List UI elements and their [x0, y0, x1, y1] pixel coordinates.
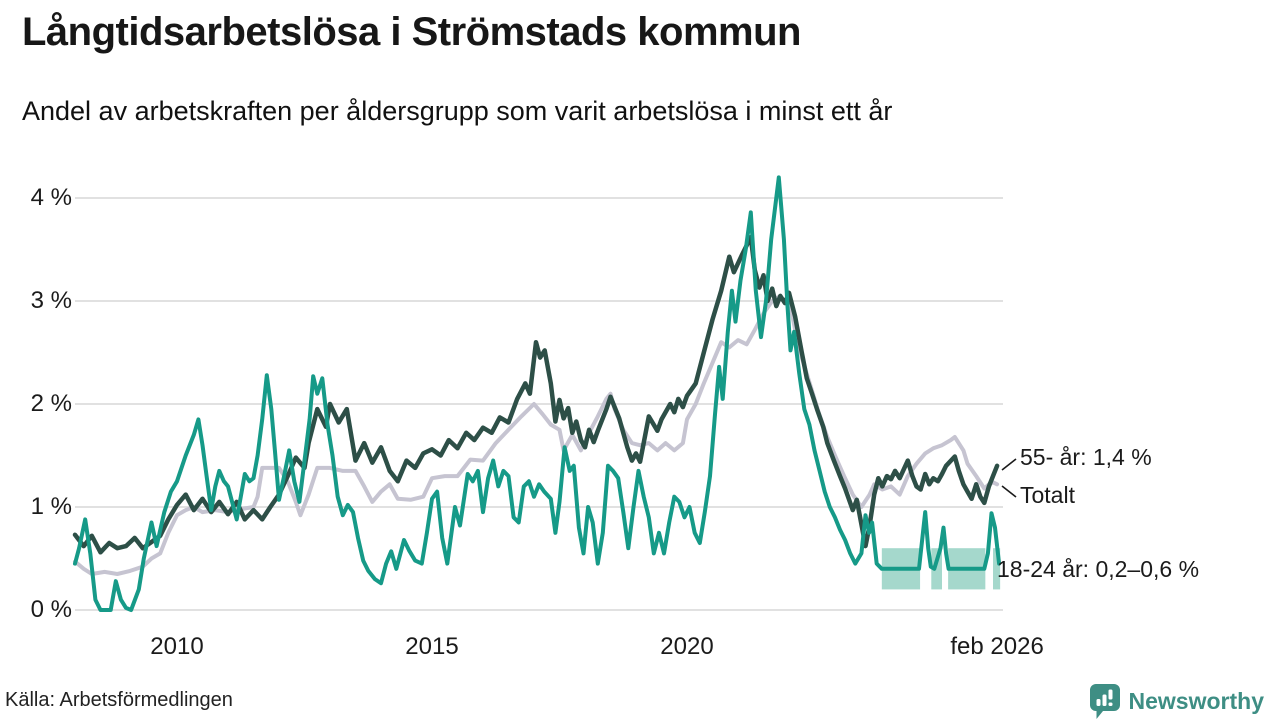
series-line-18-24-r	[73, 175, 1002, 612]
x-tick-label: 2010	[150, 633, 204, 660]
x-tick-label: 2020	[660, 633, 714, 660]
x-tick-label: feb 2026	[950, 633, 1044, 660]
y-tick-label: 2 %	[30, 390, 72, 417]
newsworthy-wordmark: Newsworthy	[1128, 687, 1264, 714]
y-tick-label: 0 %	[30, 596, 72, 623]
y-tick-label: 3 %	[30, 287, 72, 314]
newsworthy-icon	[1089, 684, 1120, 719]
y-tick-label: 4 %	[30, 184, 72, 211]
uncertainty-band	[993, 548, 1001, 590]
y-tick-label: 1 %	[30, 493, 72, 520]
annotation-connector	[1001, 458, 1017, 471]
uncertainty-band	[931, 548, 942, 590]
annotation-connector	[1001, 485, 1017, 498]
series-line-totalt	[73, 293, 1000, 576]
chart-title: Långtidsarbetslösa i Strömstads kommun	[22, 10, 801, 54]
series-end-label: Totalt	[1020, 482, 1075, 508]
newsworthy-logo[interactable]: Newsworthy	[1088, 682, 1264, 720]
x-tick-label: 2015	[405, 633, 459, 660]
chart-subtitle: Andel av arbetskraften per åldersgrupp s…	[22, 96, 893, 126]
source-caption: Källa: Arbetsförmedlingen	[5, 689, 233, 711]
series-end-label: 18-24 år: 0,2–0,6 %	[997, 556, 1200, 582]
series-end-label: 55- år: 1,4 %	[1020, 444, 1152, 470]
